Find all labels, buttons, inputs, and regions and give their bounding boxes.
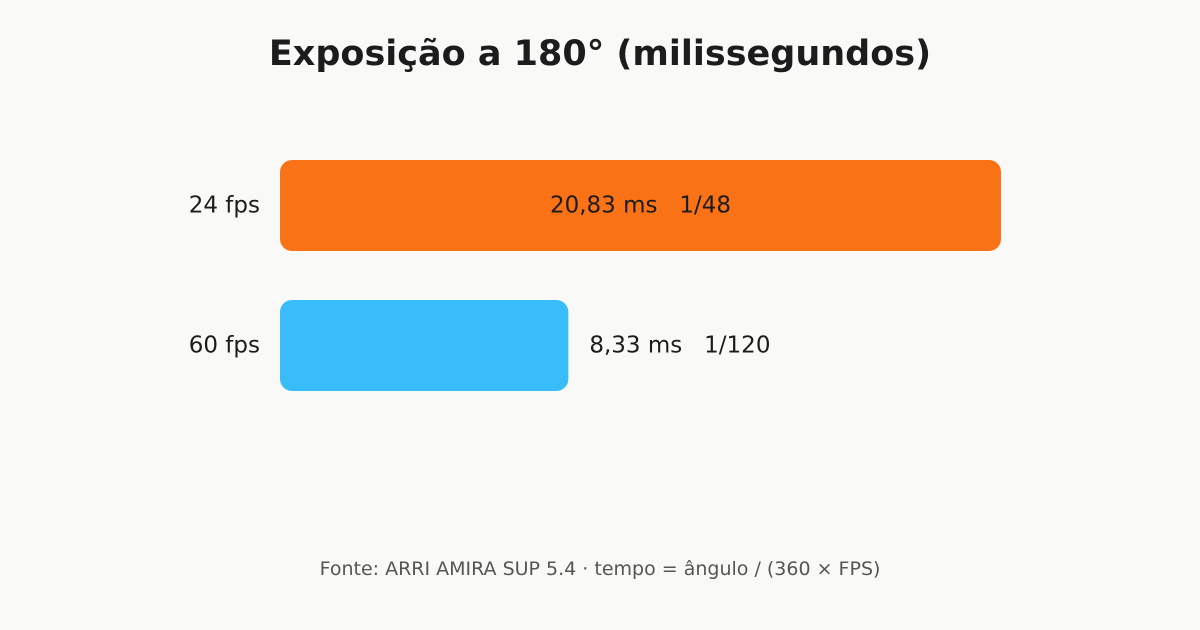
chart-title: Exposição a 180° (milissegundos) (268, 34, 932, 74)
value-label: 20,83 ms 1/48 (550, 193, 731, 219)
category-label: 60 fps (189, 333, 260, 359)
value-label: 8,33 ms 1/120 (589, 333, 770, 359)
category-label: 24 fps (189, 193, 260, 219)
bar (280, 160, 1001, 251)
bar (280, 300, 569, 391)
source-note: Fonte: ARRI AMIRA SUP 5.4 · tempo = ângu… (319, 558, 881, 580)
